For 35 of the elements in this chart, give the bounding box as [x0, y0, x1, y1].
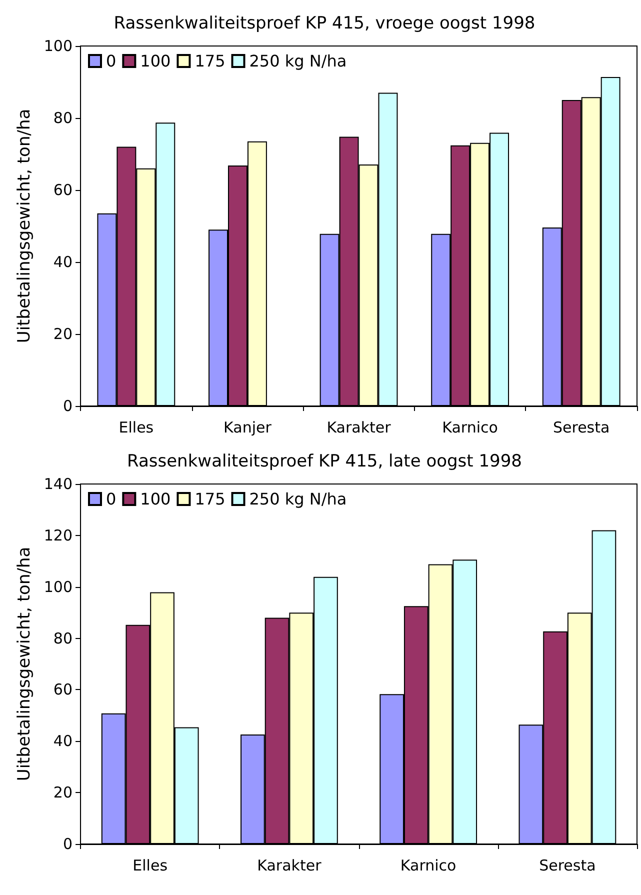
y-tick-label: 0 — [62, 397, 73, 415]
y-tick-label: 80 — [53, 109, 73, 127]
x-tick-label: Karnico — [400, 856, 456, 874]
legend-label: 100 — [140, 52, 171, 70]
y-tick-label: 40 — [53, 253, 73, 271]
chart-title: Rassenkwaliteitsproef KP 415, late oogst 1998 — [127, 452, 522, 472]
y-tick-label: 60 — [53, 181, 73, 199]
x-tick-label: Karakter — [257, 856, 322, 874]
legend-label: 0 — [106, 490, 116, 508]
y-axis-title: Uitbetalingsgewicht, ton/ha — [14, 108, 34, 344]
legend-label: 250 kg N/ha — [249, 52, 347, 70]
x-tick-label: Elles — [132, 856, 168, 874]
y-axis-title: Uitbetalingsgewicht, ton/ha — [14, 546, 34, 782]
y-tick-label: 40 — [53, 732, 73, 750]
x-tick-label: Kanjer — [224, 418, 272, 436]
y-tick-label: 140 — [44, 475, 73, 493]
y-tick-label: 60 — [53, 680, 73, 699]
y-tick-label: 120 — [44, 526, 73, 544]
legend-label: 175 — [194, 52, 226, 70]
x-tick-label: Seresta — [552, 418, 610, 436]
legend-label: 250 kg N/ha — [249, 490, 347, 508]
legend-label: 100 — [140, 490, 171, 508]
x-tick-label: Seresta — [539, 856, 596, 874]
y-tick-label: 80 — [53, 629, 73, 648]
x-tick-label: Karakter — [326, 418, 392, 436]
legend-label: 175 — [194, 490, 226, 508]
x-tick-label: Karnico — [442, 418, 498, 436]
x-tick-label: Elles — [118, 418, 154, 436]
y-tick-label: 100 — [44, 37, 73, 55]
chart-title: Rassenkwaliteitsproef KP 415, vroege oogst 1998 — [114, 14, 536, 34]
y-tick-label: 20 — [53, 325, 73, 343]
y-tick-label: 100 — [44, 578, 73, 596]
y-tick-label: 20 — [53, 784, 73, 802]
y-tick-label: 0 — [62, 835, 73, 853]
legend-label: 0 — [106, 52, 116, 70]
